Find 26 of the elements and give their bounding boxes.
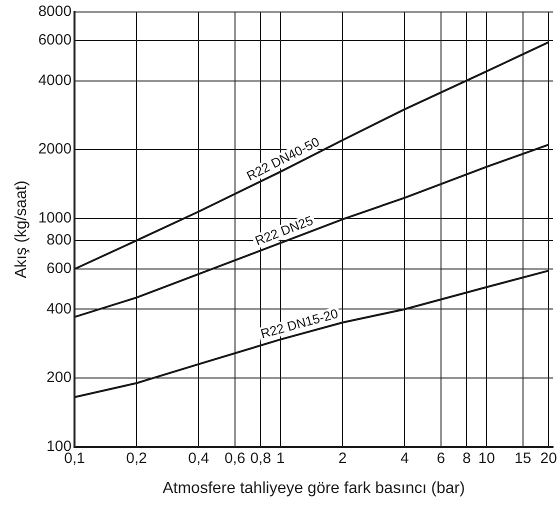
- y-tick-label: 2000: [38, 140, 72, 158]
- x-tick-label: 4: [400, 450, 409, 467]
- x-tick-label: 6: [436, 450, 446, 467]
- x-tick-label: 15: [514, 450, 532, 467]
- text: R22 DN25: [252, 212, 316, 248]
- y-axis-title: Akış (kg/saat): [13, 180, 30, 278]
- y-tick-label: 200: [46, 369, 72, 386]
- x-axis-title: Atmosfere tahliyeye göre fark basıncı (bar): [162, 480, 465, 497]
- x-tick-label: 2: [338, 450, 347, 467]
- x-tick-label: 8: [462, 450, 471, 467]
- x-tick-label: 0,8: [250, 450, 272, 467]
- x-tick-label: 10: [478, 450, 495, 467]
- x-tick-label: 0,2: [126, 450, 148, 467]
- y-tick-label: 800: [46, 232, 72, 249]
- y-tick-label: 600: [46, 260, 72, 278]
- x-tick-label: 20: [540, 450, 557, 467]
- y-tick-label: 1000: [38, 209, 72, 226]
- y-tick-label: 400: [46, 300, 72, 318]
- y-tick-label: 8000: [38, 3, 72, 20]
- y-tick-label: 6000: [38, 32, 72, 49]
- x-tick-label: 0,6: [224, 450, 246, 467]
- x-tick-label: 0,1: [64, 450, 85, 467]
- x-tick-label: 1: [276, 450, 285, 467]
- x-tick-label: 0,4: [188, 450, 210, 467]
- text: R22 DN15-20: [258, 306, 340, 342]
- y-tick-label: 4000: [38, 72, 72, 89]
